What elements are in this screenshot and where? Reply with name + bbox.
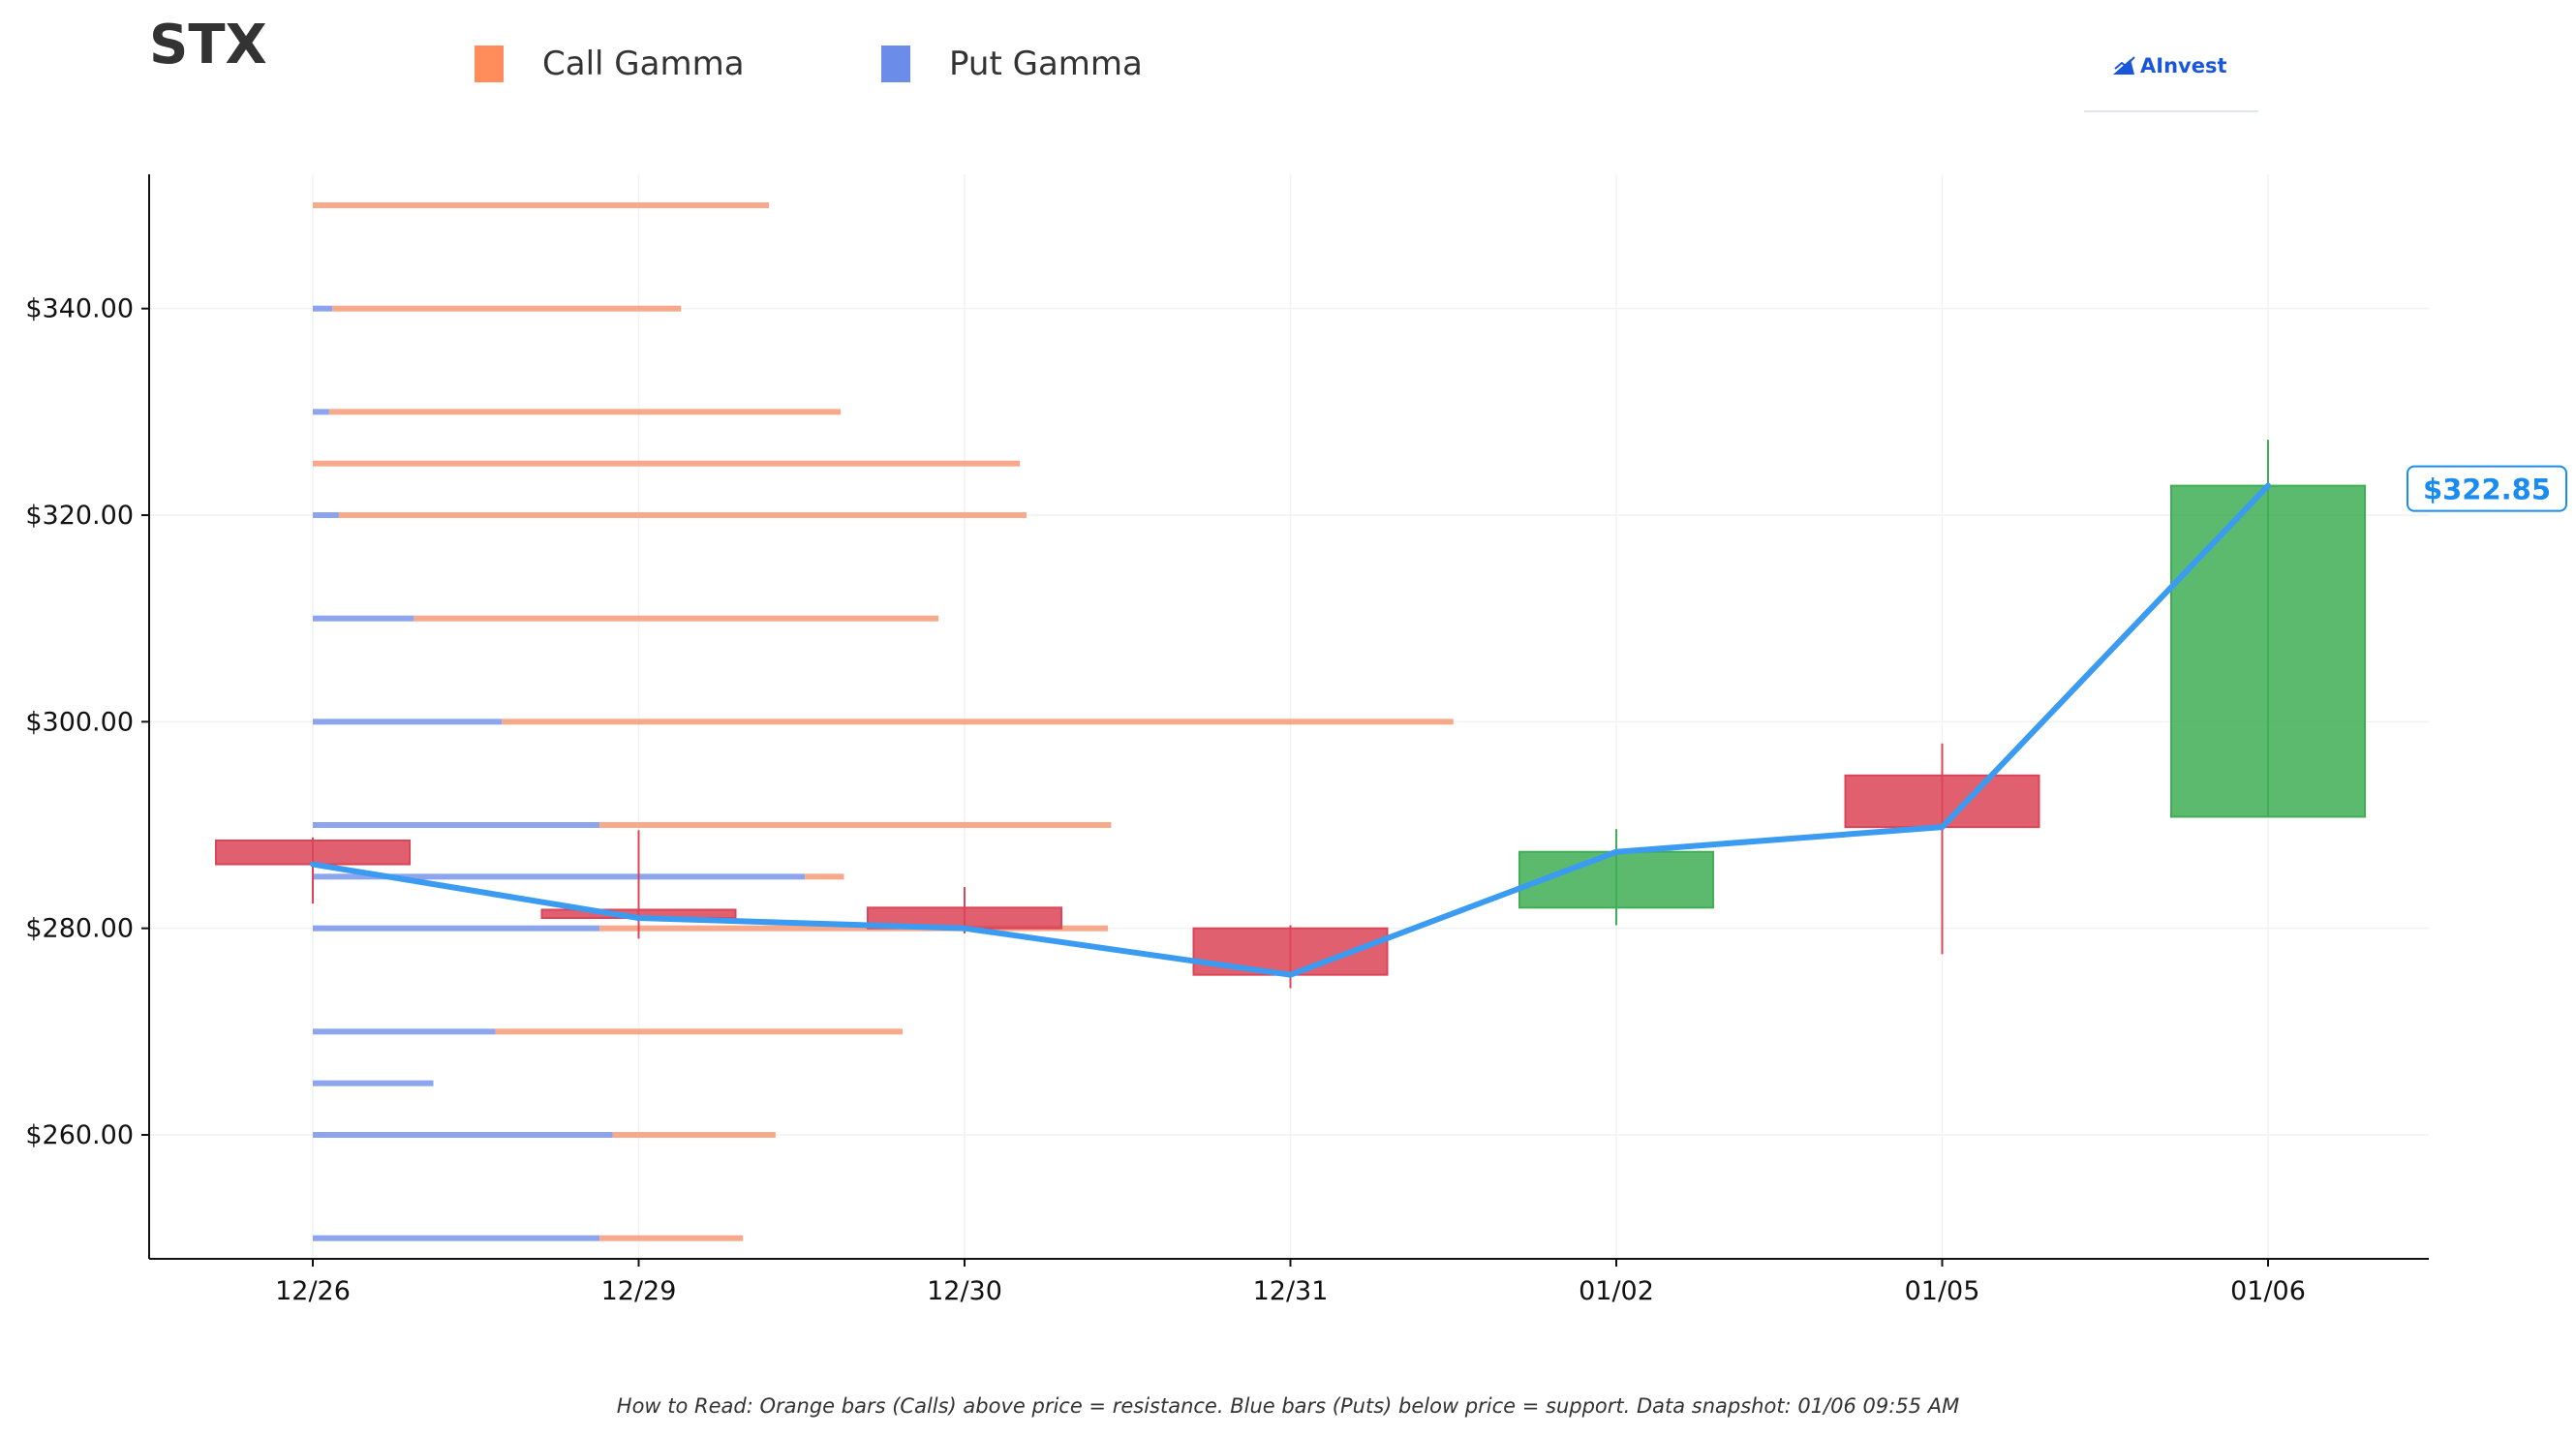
candle-body-6 — [2170, 484, 2366, 818]
y-tick-label-0: $260.00 — [25, 1120, 134, 1150]
call-gamma-bar-310 — [414, 615, 939, 622]
last-price-tag-box — [2407, 465, 2567, 512]
x-tick-label-6: 01/06 — [2230, 1276, 2306, 1306]
legend-put-gamma: Put Gamma — [881, 35, 1143, 93]
x-tick-label-3: 12/31 — [1253, 1276, 1329, 1306]
legend-call-swatch — [475, 46, 504, 82]
footnote: How to Read: Orange bars (Calls) above p… — [616, 1394, 1960, 1418]
put-gamma-bar-320 — [313, 512, 339, 518]
put-gamma-bar-310 — [313, 615, 414, 622]
price-line — [310, 482, 2271, 978]
last-price-label: $322.85 — [2423, 474, 2551, 506]
call-gamma-bar-320 — [338, 512, 1027, 518]
y-tick-label-4: $340.00 — [25, 294, 134, 324]
put-gamma-bar-250 — [313, 1235, 600, 1241]
y-tick-label-3: $320.00 — [25, 501, 134, 531]
put-gamma-bar-300 — [313, 718, 503, 725]
x-tick-label-0: 12/26 — [275, 1276, 351, 1306]
call-gamma-bar-250 — [599, 1235, 744, 1241]
call-gamma-bar-260 — [612, 1132, 776, 1138]
call-gamma-bar-330 — [328, 409, 842, 415]
brand-logo: AInvest — [2111, 46, 2256, 85]
brand-name: AInvest — [2140, 54, 2227, 77]
brand-divider — [2084, 110, 2258, 112]
legend-put-label: Put Gamma — [949, 45, 1143, 83]
legend-put-swatch — [881, 46, 910, 82]
brand-chart-icon — [2113, 56, 2135, 75]
put-gamma-bar-270 — [313, 1028, 496, 1035]
put-gamma-bar-290 — [313, 822, 600, 828]
candle-body-0 — [215, 840, 411, 866]
legend-call-gamma: Call Gamma — [475, 35, 745, 93]
call-gamma-bar-270 — [495, 1028, 904, 1035]
call-gamma-bar-325 — [313, 460, 1021, 467]
put-gamma-bar-265 — [313, 1080, 434, 1086]
call-gamma-bar-290 — [599, 822, 1112, 828]
call-gamma-bar-340 — [332, 305, 682, 312]
x-tick-label-5: 01/05 — [1905, 1276, 1980, 1306]
put-gamma-bar-330 — [313, 409, 329, 415]
call-gamma-bar-350 — [313, 202, 770, 208]
put-gamma-bar-260 — [313, 1132, 613, 1138]
y-tick-label-2: $300.00 — [25, 707, 134, 737]
candle-body-5 — [1844, 774, 2040, 829]
call-gamma-bar-300 — [502, 718, 1454, 725]
legend-call-label: Call Gamma — [542, 45, 745, 83]
x-tick-label-4: 01/02 — [1579, 1276, 1654, 1306]
candle-body-4 — [1518, 850, 1714, 909]
ticker-title: STX — [149, 14, 267, 76]
put-gamma-bar-340 — [313, 305, 333, 312]
call-gamma-bar-285 — [805, 873, 844, 880]
x-tick-label-2: 12/30 — [927, 1276, 1002, 1306]
call-gamma-bar-280 — [599, 925, 1109, 932]
put-gamma-bar-280 — [313, 925, 600, 932]
put-gamma-bar-285 — [313, 873, 806, 880]
y-tick-label-1: $280.00 — [25, 914, 134, 944]
x-tick-label-1: 12/29 — [601, 1276, 677, 1306]
